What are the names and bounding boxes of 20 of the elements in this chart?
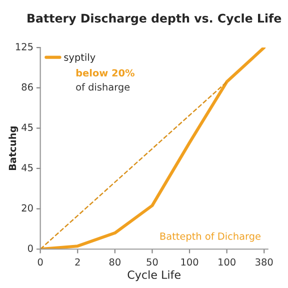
x-tick-label: 380 xyxy=(256,258,273,266)
x-axis-title: Cycle Life xyxy=(128,270,180,282)
annotation: Battepth of Dicharge xyxy=(160,232,260,242)
chart-title: Battery Discharge depth vs. Cycle Life xyxy=(28,14,282,26)
x-tick-label: 2 xyxy=(75,258,80,266)
text: 45 xyxy=(22,164,33,172)
y-axis-title: Batcuhg xyxy=(8,126,18,170)
legend-label: syptily xyxy=(64,53,96,63)
text: 86 xyxy=(22,83,33,91)
text: 45 xyxy=(22,124,33,131)
text: 20 xyxy=(22,204,33,212)
annotation: below 20% xyxy=(76,69,134,77)
x-tick-label: 0 xyxy=(38,258,43,266)
text: 0 xyxy=(28,244,33,252)
x-tick-label: 50 xyxy=(146,258,158,266)
text: 125 xyxy=(16,42,33,50)
x-tick-label: 80 xyxy=(109,258,120,266)
x-tick-label: 100 xyxy=(218,258,236,266)
x-tick-label: 100 xyxy=(181,258,198,266)
annotation: of disharge xyxy=(76,83,130,93)
